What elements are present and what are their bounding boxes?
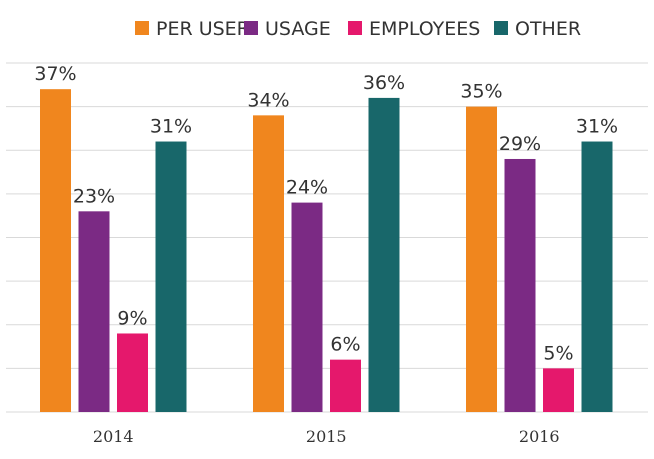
bar-2015-employees: [330, 359, 361, 412]
value-label-2016-other: 31%: [576, 116, 618, 138]
legend-swatch-other: [494, 21, 508, 35]
bar-2016-employees: [543, 368, 574, 412]
bar-2016-per-user: [466, 106, 497, 412]
legend-label-usage: USAGE: [265, 18, 331, 40]
bar-2015-other: [368, 97, 400, 413]
legend: PER USER USAGE EMPLOYEES OTHER: [135, 18, 581, 40]
value-label-2015-per-user: 34%: [247, 89, 289, 111]
legend-label-per-user: PER USER: [156, 18, 250, 40]
bar-2015-per-user: [253, 115, 284, 412]
value-label-2015-other: 36%: [363, 72, 405, 94]
bars: [40, 89, 613, 413]
bar-2016-usage: [504, 158, 536, 412]
value-label-2016-employees: 5%: [543, 342, 573, 364]
value-label-2014-employees: 9%: [117, 307, 147, 329]
value-label-2016-per-user: 35%: [460, 81, 502, 103]
value-label-2015-usage: 24%: [286, 177, 328, 199]
legend-swatch-usage: [244, 21, 258, 35]
x-axis-ticks: 2014 2015 2016: [93, 427, 560, 446]
bar-2014-per-user: [40, 89, 71, 413]
legend-swatch-employees: [348, 21, 362, 35]
value-label-2014-per-user: 37%: [34, 63, 76, 85]
legend-label-other: OTHER: [515, 18, 581, 40]
value-label-2014-usage: 23%: [73, 185, 115, 207]
value-label-2016-usage: 29%: [499, 133, 541, 155]
bar-2016-other: [581, 141, 613, 412]
legend-swatch-per-user: [135, 21, 149, 35]
bar-2014-usage: [78, 211, 110, 412]
x-tick-label-2016: 2016: [519, 427, 560, 446]
value-label-2015-employees: 6%: [330, 334, 360, 356]
legend-label-employees: EMPLOYEES: [369, 18, 480, 40]
value-label-2014-other: 31%: [150, 116, 192, 138]
x-tick-label-2014: 2014: [93, 427, 134, 446]
x-tick-label-2015: 2015: [306, 427, 347, 446]
bar-2014-employees: [117, 333, 148, 412]
gridlines: [6, 62, 648, 413]
value-labels: 37% 23% 9% 31% 34% 24% 6% 36% 35% 29% 5% 31%: [34, 63, 618, 364]
bar-2015-usage: [291, 202, 323, 412]
bar-2014-other: [155, 141, 187, 412]
